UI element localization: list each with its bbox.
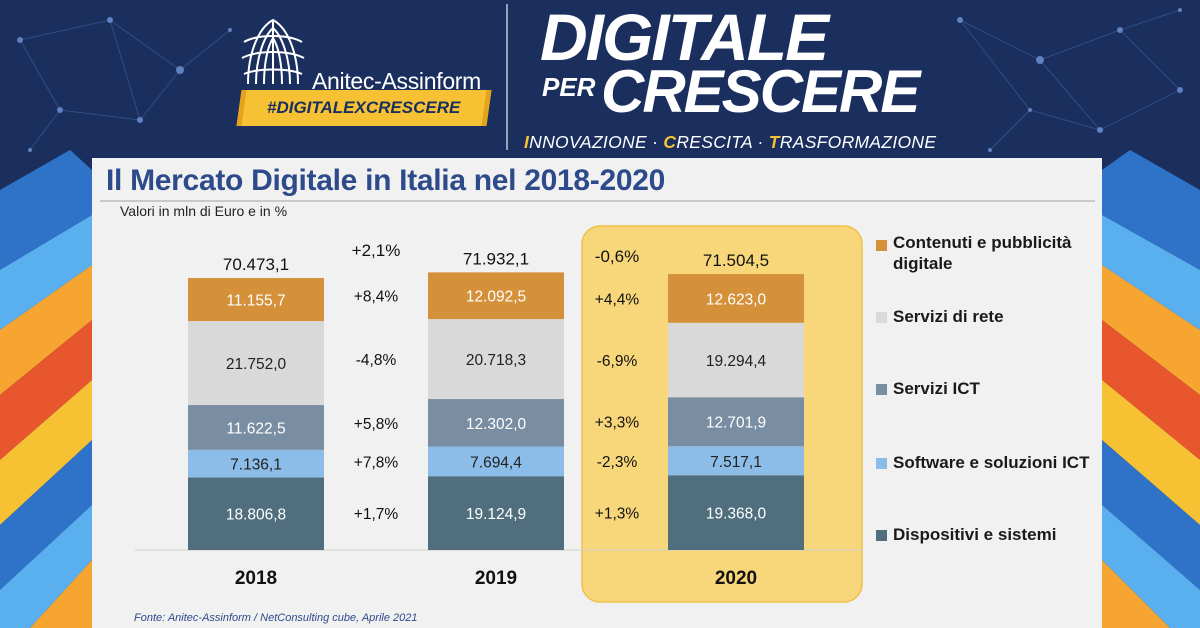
- growth-label: -2,3%: [597, 454, 638, 471]
- growth-label: +1,7%: [354, 506, 399, 523]
- source-note: Fonte: Anitec-Assinform / NetConsulting …: [134, 612, 418, 624]
- legend-swatch: [876, 312, 887, 323]
- growth-label: -4,8%: [356, 352, 397, 369]
- growth-label: +8,4%: [354, 289, 399, 306]
- header-divider: [506, 4, 508, 150]
- growth-label: +5,8%: [354, 416, 399, 433]
- total-label: 70.473,1: [223, 255, 289, 274]
- x-tick-label: 2018: [235, 568, 277, 589]
- headline-crescere: CRESCERE: [601, 58, 920, 125]
- bar-segment-2018-4: [188, 278, 324, 322]
- tagline-cap-crescita: C: [663, 132, 677, 152]
- bar-segment-2019-1: [428, 446, 564, 477]
- logo-text: Anitec-Assinform: [312, 68, 482, 94]
- headline-per: PER: [542, 72, 596, 102]
- legend-swatch: [876, 530, 887, 541]
- legend-label: Contenuti e pubblicità digitale: [893, 233, 1072, 273]
- bar-segment-2020-1: [668, 446, 804, 476]
- tagline-cap-innovazione: I: [524, 132, 530, 152]
- bar-segment-2018-3: [188, 321, 324, 406]
- bar-segment-2020-4: [668, 274, 804, 323]
- legend-label: Servizi di rete: [893, 307, 1004, 326]
- data-label: 12.623,0: [706, 291, 767, 308]
- growth-label: +1,3%: [595, 506, 640, 523]
- bar-segment-2019-0: [428, 476, 564, 550]
- legend-label: Software e soluzioni ICT: [893, 453, 1090, 472]
- legend-swatch: [876, 458, 887, 469]
- legend-label: Servizi ICT: [893, 379, 980, 398]
- tagline-separator: ·: [646, 132, 664, 152]
- data-label: 12.092,5: [466, 289, 526, 306]
- anitec-assinform-logo: Anitec-Assinform: [238, 14, 500, 134]
- data-label: 11.622,5: [226, 420, 285, 437]
- data-label: 18.806,8: [226, 507, 286, 524]
- data-label: 19.124,9: [466, 506, 526, 523]
- bar-segment-2018-0: [188, 477, 324, 550]
- bar-segment-2019-4: [428, 272, 564, 320]
- bar-segment-2019-3: [428, 319, 564, 400]
- bar-segment-2018-1: [188, 449, 324, 478]
- data-label: 20.718,3: [466, 352, 526, 369]
- data-label: 12.302,0: [466, 416, 527, 433]
- data-label: 19.368,0: [706, 506, 767, 523]
- tagline-rest-trasformazione: RASFORMAZIONE: [779, 132, 937, 152]
- growth-label: +3,3%: [595, 415, 640, 432]
- legend-swatch: [876, 384, 887, 395]
- tagline-separator: ·: [752, 132, 769, 152]
- chart-title: Il Mercato Digitale in Italia nel 2018-2…: [106, 164, 666, 197]
- growth-total-label: +2,1%: [352, 241, 401, 260]
- tagline-rest-innovazione: NNOVAZIONE: [529, 132, 647, 152]
- total-label: 71.932,1: [463, 249, 529, 268]
- data-label: 19.294,4: [706, 353, 767, 370]
- total-label: 71.504,5: [703, 251, 769, 270]
- bar-segment-2020-3: [668, 322, 804, 398]
- growth-label: +7,8%: [354, 454, 399, 471]
- logo-mark-icon: [241, 18, 305, 85]
- tagline: INNOVAZIONE · CRESCITA · TRASFORMAZIONE: [524, 132, 936, 153]
- tagline-cap-trasformazione: T: [768, 132, 780, 152]
- bar-segment-2019-2: [428, 399, 564, 447]
- bar-segment-2020-0: [668, 475, 804, 550]
- data-label: 12.701,9: [706, 415, 766, 432]
- growth-total-label: -0,6%: [595, 247, 639, 266]
- x-tick-label: 2019: [475, 568, 517, 589]
- legend-swatch: [876, 240, 887, 251]
- bar-segment-2020-2: [668, 397, 804, 447]
- growth-label: -6,9%: [597, 353, 638, 370]
- data-label: 21.752,0: [226, 356, 287, 373]
- x-tick-label: 2020: [715, 568, 757, 589]
- title-rule: [100, 200, 1095, 202]
- growth-label: +4,4%: [595, 291, 640, 308]
- data-label: 7.517,1: [710, 454, 762, 471]
- headline-digitale: DIGITALE: [540, 0, 829, 74]
- bar-segment-2018-2: [188, 405, 324, 450]
- data-label: 11.155,7: [226, 293, 285, 310]
- tagline-rest-crescita: RESCITA: [676, 132, 753, 152]
- data-label: 7.694,4: [470, 454, 522, 471]
- chart-subtitle: Valori in mln di Euro e in %: [120, 203, 288, 219]
- data-label: 7.136,1: [230, 457, 282, 474]
- legend-label: Dispositivi e sistemi: [893, 525, 1057, 544]
